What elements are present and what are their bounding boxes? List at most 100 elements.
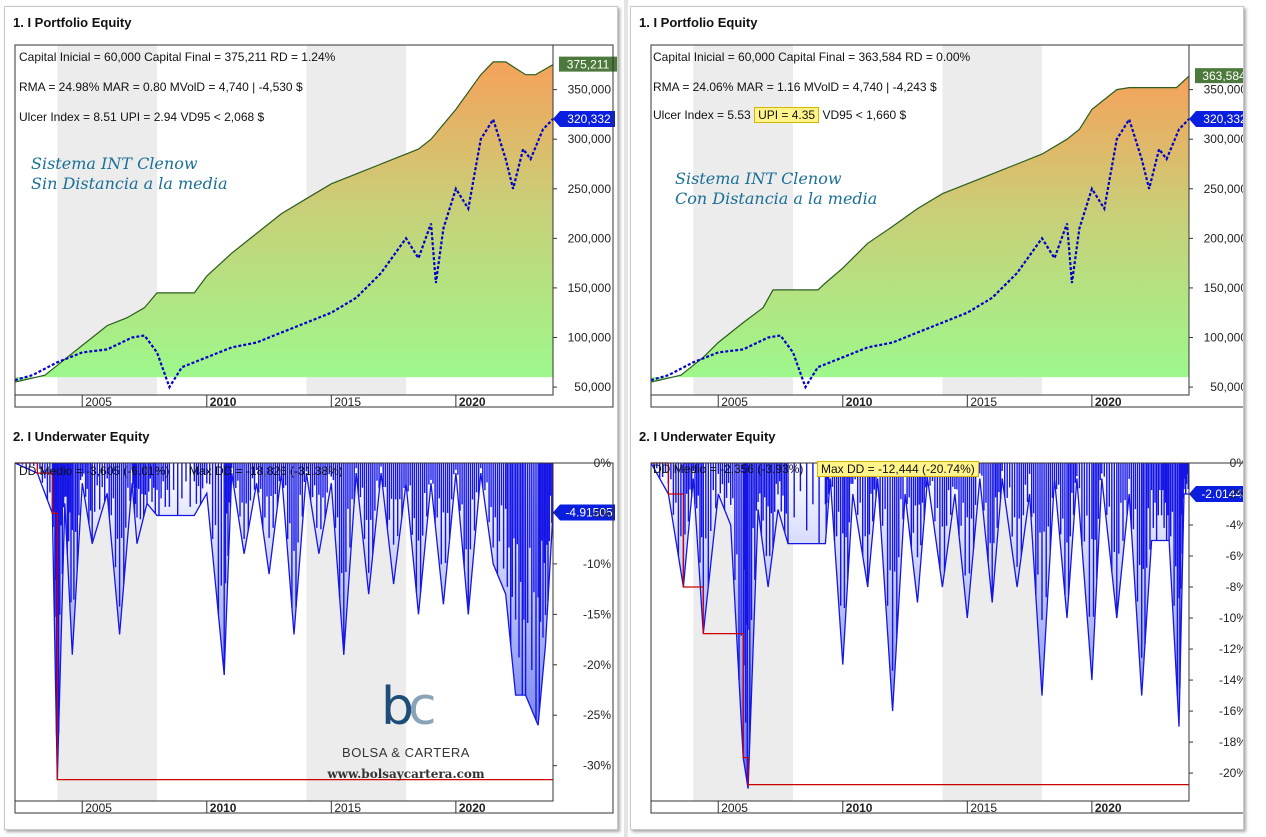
benchmark-last-value: 320,332 — [1203, 112, 1243, 126]
y-tick-label: -4% — [1226, 518, 1243, 532]
system-name: Sistema INT Clenow — [31, 154, 198, 173]
last-value-tags: 363,584 320,332 — [1189, 68, 1243, 128]
benchmark-last-tag — [1189, 111, 1243, 128]
vd95-value: VD95 < 1,660 $ — [819, 108, 907, 122]
system-name: Sistema INT Clenow — [675, 169, 842, 188]
y-tick-label: -20% — [583, 658, 611, 672]
max-dd-highlight: Max DD = -12,444 (-20.74%) — [817, 461, 979, 477]
right-charts: 363,584 320,332 2005 2010 2015 2020 50,000 100,… — [650, 44, 1243, 815]
benchmark-last-tag — [553, 111, 615, 128]
y-tick-label: 250,000 — [568, 182, 612, 196]
drawdown-area — [15, 463, 553, 780]
stats-line-1: Capital Inicial = 60,000 Capital Final =… — [653, 50, 971, 64]
system-subtitle: Sistema INT Clenow Sin Distancia a la med… — [31, 154, 228, 194]
x-tick-label: 2010 — [846, 395, 873, 409]
y-tick-label: 150,000 — [1204, 281, 1243, 295]
y-tick-label: -25% — [583, 708, 611, 722]
drawdown-line — [651, 463, 1189, 789]
ulcer-index: Ulcer Index = 5.53 — [653, 108, 755, 122]
max-dd: Max DD = -12,444 (-20.74%) — [817, 461, 979, 477]
x-tick-label: 2020 — [459, 395, 486, 409]
stats-line-1: Capital Inicial = 60,000 Capital Final =… — [19, 50, 336, 64]
y-tick-label: 100,000 — [568, 330, 612, 344]
equity-chart: 363,584 320,332 2005 2010 2015 2020 50,000 100,… — [650, 44, 1243, 409]
y-tick-label: -18% — [1219, 735, 1243, 749]
vd95-value: VD95 < 2,068 $ — [177, 110, 265, 124]
y-tick-label: 350,000 — [1204, 83, 1243, 97]
drawdown-last-tag — [1189, 486, 1243, 503]
y-tick-label: -30% — [583, 759, 611, 773]
y-tick-label: 150,000 — [568, 281, 612, 295]
x-tick-label: 2005 — [85, 801, 112, 815]
drawdown-spikes — [17, 463, 553, 736]
system-variant: Con Distancia a la media — [675, 189, 878, 208]
max-dd: Max DD = -18,826 (-31.38%) — [189, 464, 343, 478]
x-tick-label: 2015 — [334, 801, 361, 815]
y-tick-label: -12% — [1219, 642, 1243, 656]
stats-line-2: RMA = 24.98% MAR = 0.80 MVolD = 4,740 | … — [19, 80, 303, 94]
left-panel: 1. I Portfolio Equity 2. I Underwater Eq… — [4, 6, 618, 830]
y-tick-label: -20% — [1219, 766, 1243, 780]
y-tick-label: 200,000 — [1204, 231, 1243, 245]
chart-outer-frame — [650, 44, 1243, 408]
left-charts: 375,211 320,332 2005 2010 2015 2020 50,000 100,… — [14, 44, 617, 815]
drawdown-line — [15, 463, 553, 780]
y-tick-label: 50,000 — [1210, 380, 1243, 394]
y-tick-label: 100,000 — [1204, 330, 1243, 344]
benchmark-last-value: 320,332 — [567, 112, 611, 126]
y-tick-label: -10% — [1219, 611, 1243, 625]
y-tick-label: -8% — [1226, 580, 1243, 594]
dd-medio: DD Medio = -3,605 (-6.01%) — [19, 464, 170, 478]
chart-outer-frame — [14, 44, 614, 408]
underwater-section-title: 2. I Underwater Equity — [639, 429, 776, 444]
stats-line-3: Ulcer Index = 8.51 UPI = 2.94 VD95 < 2,0… — [19, 110, 264, 124]
equity-line — [650, 75, 1190, 383]
x-tick-label: 2005 — [721, 395, 748, 409]
stats-line-2: RMA = 24.06% MAR = 1.16 MVolD = 4,740 | … — [653, 80, 937, 94]
y-tick-label: -10% — [583, 557, 611, 571]
upi-highlight: UPI = 4.35 — [754, 107, 820, 123]
equity-last-tag — [1195, 68, 1243, 84]
max-dd-line — [651, 462, 1189, 786]
y-tick-label: 250,000 — [1204, 182, 1243, 196]
y-tick-label: -14% — [1219, 673, 1243, 687]
drawdown-last-value: -2.01443 — [1201, 487, 1243, 501]
x-tick-label: 2015 — [970, 801, 997, 815]
ulcer-index: Ulcer Index = 8.51 — [19, 110, 121, 124]
y-tick-label: -15% — [583, 607, 611, 621]
x-tick-label: 2015 — [970, 395, 997, 409]
equity-last-value: 375,211 — [567, 58, 610, 72]
y-tick-label: 300,000 — [568, 132, 612, 146]
x-tick-label: 2020 — [1095, 801, 1122, 815]
drawdown-last-value: -4.91505 — [565, 505, 613, 519]
logo-url: www.bolsaycartera.com — [327, 767, 485, 781]
bc-logo-icon: bc — [381, 677, 437, 737]
max-dd-line — [15, 462, 553, 781]
x-tick-label: 2005 — [85, 395, 112, 409]
x-tick-label: 2010 — [210, 395, 237, 409]
underwater-section-title: 2. I Underwater Equity — [13, 429, 150, 444]
equity-chart: 375,211 320,332 2005 2010 2015 2020 50,000 100,… — [14, 44, 617, 409]
last-value-tags: 375,211 320,332 — [553, 56, 617, 128]
stats-line-3: Ulcer Index = 5.53 UPI = 4.35 VD95 < 1,6… — [653, 107, 907, 123]
benchmark-line — [15, 116, 553, 390]
y-tick-label: -2% — [1226, 487, 1243, 501]
right-panel: 1. I Portfolio Equity 2. I Underwater Eq… — [630, 6, 1244, 830]
bolsa-cartera-logo: bc BOLSA & CARTERA www.bolsaycartera.com — [321, 675, 491, 795]
y-tick-label: -5% — [590, 506, 612, 520]
y-tick-label: 50,000 — [574, 380, 611, 394]
y-tick-label: 350,000 — [568, 83, 612, 97]
equity-section-title: 1. I Portfolio Equity — [13, 15, 132, 30]
x-tick-label: 2020 — [1095, 395, 1122, 409]
equity-section-title: 1. I Portfolio Equity — [639, 15, 758, 30]
system-variant: Sin Distancia a la media — [31, 174, 228, 193]
y-tick-label: -6% — [1226, 549, 1243, 563]
x-tick-label: 2020 — [459, 801, 486, 815]
equity-last-value: 363,584 — [1202, 69, 1243, 83]
x-tick-label: 2005 — [721, 801, 748, 815]
equity-area — [651, 76, 1189, 383]
equity-line — [14, 61, 554, 383]
x-tick-label: 2010 — [210, 801, 237, 815]
chart-outer-frame — [14, 462, 614, 814]
